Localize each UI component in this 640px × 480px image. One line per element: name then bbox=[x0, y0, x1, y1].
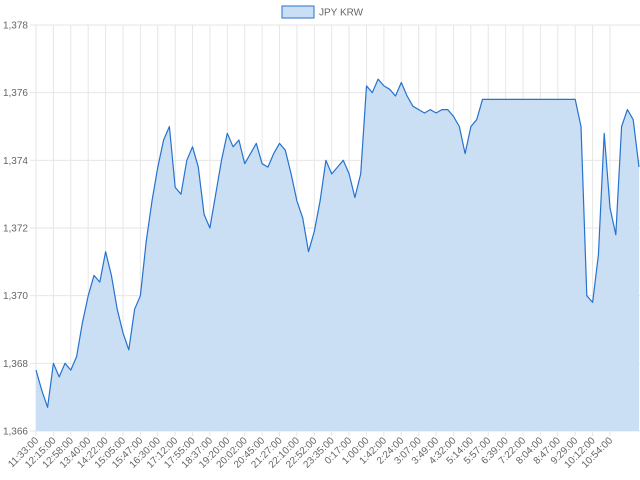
y-tick-label: 1,368 bbox=[3, 359, 28, 370]
y-tick-label: 1,378 bbox=[3, 21, 28, 32]
y-tick-label: 1,372 bbox=[3, 224, 28, 235]
y-tick-label: 1,370 bbox=[3, 291, 28, 302]
legend-swatch bbox=[281, 5, 315, 19]
area bbox=[36, 79, 639, 431]
y-tick-label: 1,366 bbox=[3, 427, 28, 438]
y-tick-label: 1,376 bbox=[3, 88, 28, 99]
line bbox=[35, 78, 640, 408]
legend-label: JPY KRW bbox=[319, 8, 364, 19]
y-tick-label: 1,374 bbox=[3, 156, 28, 167]
legend-item: JPY KRW bbox=[281, 5, 364, 19]
